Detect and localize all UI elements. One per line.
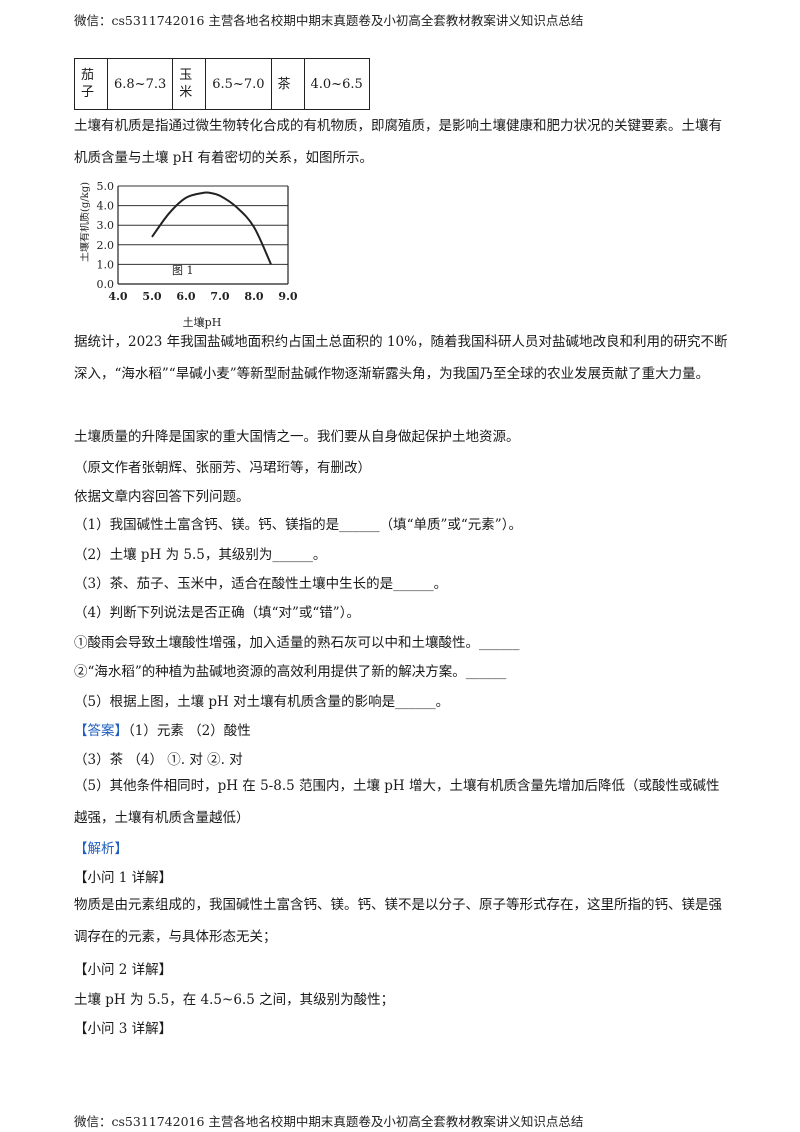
answer-line-1: 【答案】（1）元素 （2）酸性 bbox=[74, 719, 251, 739]
y-tick-label: 2.0 bbox=[97, 239, 115, 252]
y-tick-label: 0.0 bbox=[97, 278, 115, 291]
crop-name-cell: 玉米 bbox=[172, 58, 207, 110]
x-axis-label: 土壤pH bbox=[183, 315, 222, 329]
answer-tag: 【答案】 bbox=[74, 723, 128, 739]
y-tick-label: 1.0 bbox=[97, 258, 115, 271]
chart-grid bbox=[118, 185, 288, 285]
x-tick-label: 5.0 bbox=[142, 290, 161, 303]
x-tick-label: 4.0 bbox=[108, 290, 127, 303]
ph-table: 茄子 6.8~7.3 玉米 6.5~7.0 茶 4.0~6.5 bbox=[74, 58, 370, 110]
answer-line-2: （3）茶 （4） ①. 对 ②. 对 bbox=[74, 752, 243, 768]
question-4-item-2: ②“海水稻”的种植为盐碱地资源的高效利用提供了新的解决方案。______ bbox=[74, 664, 507, 680]
explanation-1: 物质是由元素组成的，我国碱性土富含钙、镁。钙、镁不是以分子、原子等形式存在，这里… bbox=[74, 897, 722, 945]
question-1: （1）我国碱性土富含钙、镁。钙、镁指的是______（填“单质”或“元素”）。 bbox=[74, 517, 522, 533]
x-tick-label: 9.0 bbox=[278, 290, 297, 303]
crop-ph-cell: 4.0~6.5 bbox=[303, 58, 370, 110]
y-tick-label: 5.0 bbox=[97, 180, 115, 193]
question-2: （2）土壤 pH 为 5.5，其级别为______。 bbox=[74, 547, 327, 563]
paragraph-organic-matter: 土壤有机质是指通过微生物转化合成的有机物质，即腐殖质，是影响土壤健康和肥力状况的… bbox=[74, 118, 722, 166]
instruction: 依据文章内容回答下列问题。 bbox=[74, 489, 250, 505]
y-tick-label: 4.0 bbox=[97, 200, 115, 213]
y-axis-label: 土壤有机质(g/kg) bbox=[80, 182, 91, 262]
answer-5: （5）其他条件相同时，pH 在 5-8.5 范围内，土壤 pH 增大，土壤有机质… bbox=[74, 778, 720, 826]
crop-name-cell: 茶 bbox=[270, 58, 305, 110]
explanation-2: 土壤 pH 为 5.5，在 4.5~6.5 之间，其级别为酸性； bbox=[74, 992, 395, 1008]
page-footer: 微信：cs5311742016 主营各地名校期中期末真题卷及小初高全套教材教案讲… bbox=[74, 1114, 584, 1129]
x-tick-label: 6.0 bbox=[176, 290, 195, 303]
x-tick-label: 7.0 bbox=[210, 290, 229, 303]
analysis-tag: 【解析】 bbox=[74, 841, 128, 857]
question-5: （5）根据上图，土壤 pH 对土壤有机质含量的影响是______。 bbox=[74, 694, 450, 710]
question-4: （4）判断下列说法是否正确（填“对”或“错”）。 bbox=[74, 605, 360, 621]
crop-ph-cell: 6.5~7.0 bbox=[205, 58, 272, 110]
chart-axes bbox=[117, 186, 289, 285]
y-tick-labels: 0.0 1.0 2.0 3.0 4.0 5.0 bbox=[97, 180, 115, 291]
sub-question-1-heading: 【小问 1 详解】 bbox=[74, 870, 173, 886]
data-curve bbox=[151, 191, 272, 265]
figure-label: 图 1 bbox=[172, 264, 194, 277]
sub-question-2-heading: 【小问 2 详解】 bbox=[74, 962, 173, 978]
y-tick-label: 3.0 bbox=[97, 219, 115, 232]
x-tick-label: 8.0 bbox=[244, 290, 263, 303]
paragraph-saline-land: 据统计，2023 年我国盐碱地面积约占国土总面积的 10%，随着我国科研人员对盐… bbox=[74, 334, 728, 382]
crop-name-cell: 茄子 bbox=[74, 58, 108, 110]
ph-organic-matter-chart: 0.0 1.0 2.0 3.0 4.0 5.0 4.0 5.0 6.0 7.0 8.0 9.0 土壤… bbox=[80, 180, 298, 329]
source-note: （原文作者张朝辉、张丽芳、冯珺珩等，有删改） bbox=[74, 460, 371, 476]
crop-ph-cell: 6.8~7.3 bbox=[106, 58, 174, 110]
page-header: 微信：cs5311742016 主营各地名校期中期末真题卷及小初高全套教材教案讲… bbox=[74, 13, 584, 28]
question-3: （3）茶、茄子、玉米中，适合在酸性土壤中生长的是______。 bbox=[74, 576, 448, 592]
question-4-item-1: ①酸雨会导致土壤酸性增强，加入适量的熟石灰可以中和土壤酸性。______ bbox=[74, 635, 520, 651]
sub-question-3-heading: 【小问 3 详解】 bbox=[74, 1021, 173, 1037]
x-tick-labels: 4.0 5.0 6.0 7.0 8.0 9.0 bbox=[108, 290, 297, 303]
answer-1-2: （1）元素 （2）酸性 bbox=[128, 723, 251, 739]
paragraph-land-quality: 土壤质量的升降是国家的重大国情之一。我们要从自身做起保护土地资源。 bbox=[74, 429, 520, 445]
